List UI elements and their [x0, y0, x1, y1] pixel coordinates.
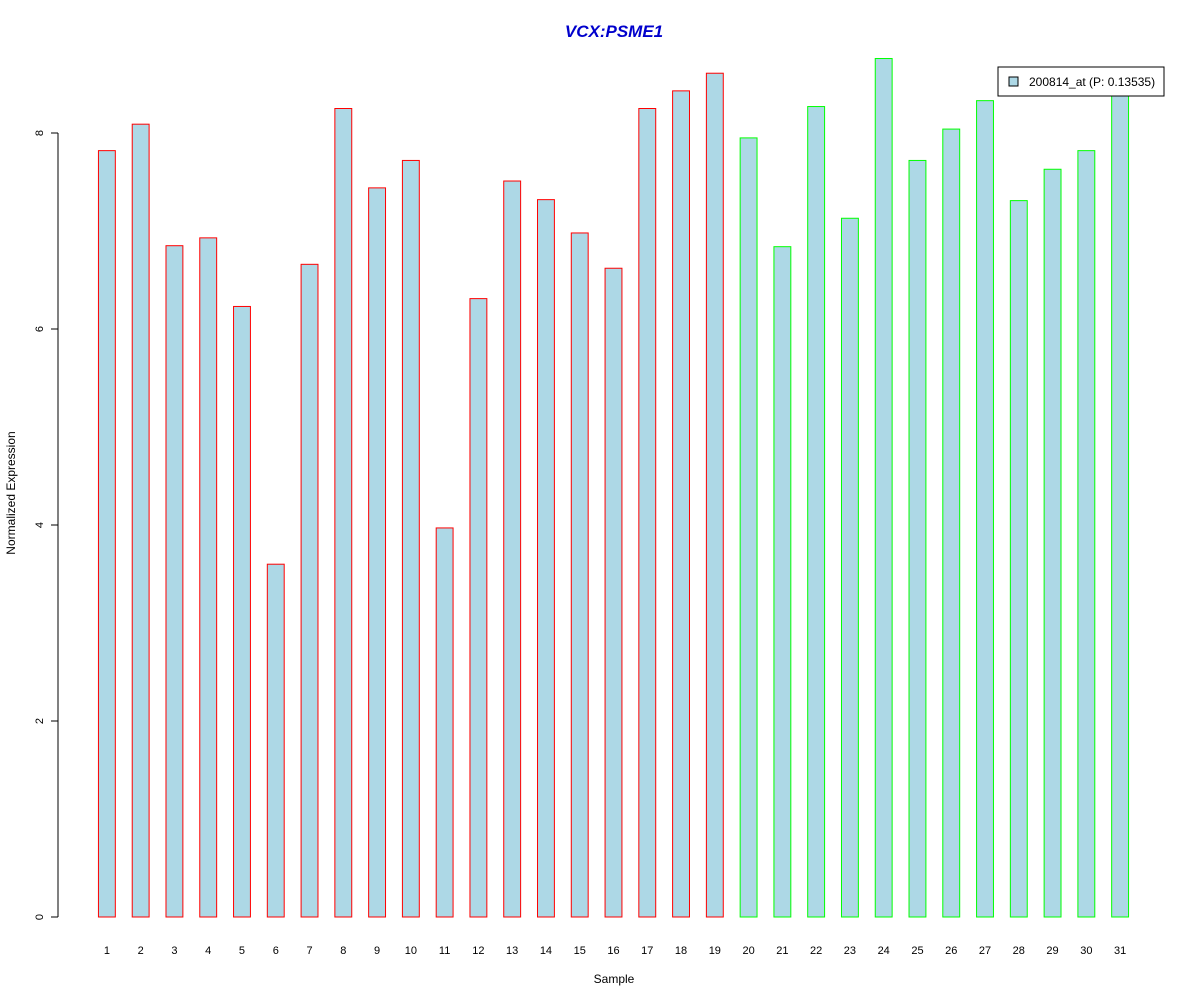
bar-sample-23: [840, 217, 859, 918]
x-tick-label: 30: [1080, 945, 1092, 957]
x-tick-label: 14: [540, 945, 552, 957]
x-tick-label: 21: [776, 945, 788, 957]
bar-sample-7: [300, 263, 319, 918]
bar-sample-19: [705, 72, 724, 918]
x-tick-label: 25: [911, 945, 923, 957]
bar-sample-11: [435, 527, 454, 918]
x-tick-label: 20: [742, 945, 754, 957]
bar-sample-17: [638, 108, 657, 918]
bar-sample-12: [469, 298, 488, 918]
x-tick-label: 27: [979, 945, 991, 957]
bar-sample-4: [199, 237, 218, 918]
bar-sample-14: [537, 199, 555, 918]
x-tick-label: 13: [506, 945, 518, 957]
x-tick-label: 15: [574, 945, 586, 957]
bar-sample-16: [604, 267, 623, 918]
legend-label: 200814_at (P: 0.13535): [1029, 75, 1155, 89]
bar-sample-24: [874, 58, 893, 918]
bar-sample-9: [368, 187, 387, 918]
x-tick-label: 23: [844, 945, 856, 957]
bar-sample-6: [266, 563, 285, 918]
x-tick-label: 22: [810, 945, 822, 957]
legend-box: [997, 66, 1165, 97]
x-tick-label: 9: [374, 945, 380, 957]
y-axis: 0 2 4 6 8: [34, 130, 59, 920]
bar-sample-30: [1077, 150, 1096, 918]
y-tick-label: 6: [34, 326, 46, 332]
x-tick-label: 7: [306, 945, 312, 957]
bar-sample-28: [1009, 200, 1028, 918]
y-tick-label: 8: [34, 130, 46, 136]
x-tick-label: 24: [878, 945, 890, 957]
x-tick-label: 26: [945, 945, 957, 957]
y-tick-label: 4: [34, 522, 46, 528]
legend: 200814_at (P: 0.13535): [997, 66, 1165, 97]
bars: [97, 58, 1130, 918]
bar-sample-18: [672, 90, 690, 918]
bar-sample-1: [97, 150, 116, 918]
x-tick-label: 11: [439, 945, 450, 957]
x-tick-label: 19: [709, 945, 721, 957]
bar-sample-21: [773, 246, 792, 918]
bar-sample-5: [233, 305, 251, 918]
x-tick-label: 28: [1013, 945, 1025, 957]
bar-sample-15: [570, 232, 589, 918]
x-tick-label: 17: [641, 945, 653, 957]
bar-sample-10: [401, 159, 420, 918]
x-tick-label: 6: [273, 945, 279, 957]
x-tick-label: 12: [472, 945, 484, 957]
bar-sample-26: [942, 128, 961, 918]
bar-sample-20: [739, 137, 758, 918]
x-tick-label: 2: [138, 945, 144, 957]
x-tick-label: 8: [340, 945, 346, 957]
y-tick-label: 2: [34, 718, 46, 724]
x-tick-label: 16: [607, 945, 619, 957]
bar-sample-13: [503, 180, 522, 918]
chart-title: VCX:PSME1: [565, 22, 663, 41]
x-tick-label: 3: [171, 945, 177, 957]
y-axis-label: Normalized Expression: [4, 431, 18, 554]
bar-sample-27: [976, 100, 994, 918]
y-tick-label: 0: [34, 914, 46, 920]
x-tick-label: 31: [1114, 945, 1126, 957]
bar-sample-3: [165, 245, 184, 918]
bar-sample-8: [334, 108, 353, 918]
x-tick-label: 1: [104, 945, 110, 957]
bar-sample-31: [1111, 92, 1130, 918]
x-tick-label: 29: [1046, 945, 1058, 957]
x-tick-label: 18: [675, 945, 687, 957]
x-tick-label: 5: [239, 945, 245, 957]
bar-sample-2: [131, 123, 150, 918]
legend-swatch: [1008, 76, 1019, 87]
x-axis-tick-labels: 1 2 3 4 5 6 7 8 9 10 11 12 13 14 15 16 17 18 19 20 21 22 23 24 2…: [104, 945, 1126, 957]
bar-sample-25: [908, 159, 927, 918]
x-tick-label: 10: [405, 945, 417, 957]
bar-sample-22: [807, 106, 826, 918]
x-axis-label: Sample: [594, 972, 635, 986]
x-tick-label: 4: [205, 945, 211, 957]
bar-sample-29: [1043, 168, 1062, 918]
